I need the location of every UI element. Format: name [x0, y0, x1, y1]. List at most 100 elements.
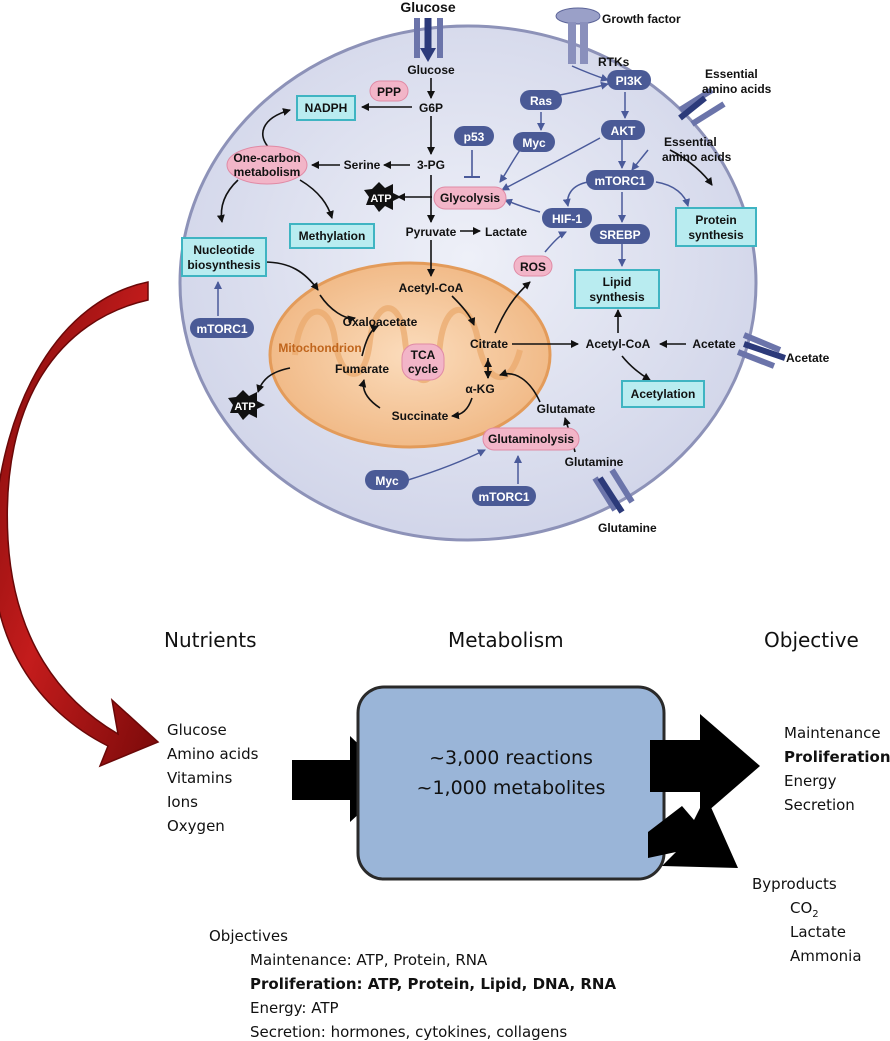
svg-text:Methylation: Methylation	[299, 229, 366, 243]
svg-text:~1,000 metabolites: ~1,000 metabolites	[417, 777, 606, 799]
svg-text:Ras: Ras	[530, 94, 552, 108]
svg-text:metabolism: metabolism	[234, 165, 301, 179]
objectives-line-bold: Proliferation: ATP, Protein, Lipid, DNA,…	[250, 975, 616, 993]
pyruvate-label: Pyruvate	[406, 225, 457, 239]
svg-text:SREBP: SREBP	[599, 228, 640, 242]
objective-item-bold: Proliferation	[784, 748, 890, 766]
svg-text:Myc: Myc	[375, 474, 399, 488]
objective-heading: Objective	[764, 628, 859, 652]
srebp-node: SREBP	[590, 224, 650, 244]
mtorc1-node-left: mTORC1	[190, 318, 254, 338]
svg-text:One-carbon: One-carbon	[233, 151, 300, 165]
objective-item: Maintenance	[784, 724, 881, 742]
svg-text:Acetylation: Acetylation	[631, 387, 696, 401]
akg-label: α-KG	[465, 382, 494, 396]
svg-text:~3,000 reactions: ~3,000 reactions	[429, 747, 593, 769]
glycolysis-node: Glycolysis	[433, 186, 507, 210]
oxaloacetate-label: Oxaloacetate	[343, 315, 418, 329]
acetate-channel-icon	[736, 332, 786, 369]
byproducts-heading: Byproducts	[752, 875, 837, 893]
mitochondrion-label: Mitochondrion	[278, 341, 361, 355]
ess-aa-inside-line2: amino acids	[662, 150, 732, 164]
svg-text:synthesis: synthesis	[589, 290, 645, 304]
g6p-label: G6P	[419, 101, 443, 115]
glutamine-channel-icon	[592, 468, 635, 514]
byproduct-item: Ammonia	[790, 947, 862, 965]
metabolism-heading: Metabolism	[448, 628, 564, 652]
ros-node: ROS	[513, 255, 553, 277]
ess-aa-outside-line2: amino acids	[702, 82, 772, 96]
one-carbon-node: One-carbon metabolism	[226, 145, 308, 185]
atp-star-icon-bottom: ATP	[228, 390, 265, 420]
byproduct-arrow	[648, 796, 738, 868]
ess-aa-outside-line1: Essential	[705, 67, 758, 81]
objectives-line: Secretion: hormones, cytokines, collagen…	[250, 1023, 567, 1041]
acetate-label: Acetate	[692, 337, 736, 351]
glucose-label: Glucose	[407, 63, 455, 77]
glucose-channel-icon	[414, 18, 443, 62]
svg-text:Glutaminolysis: Glutaminolysis	[488, 432, 574, 446]
svg-text:mTORC1: mTORC1	[196, 322, 247, 336]
glutamate-label: Glutamate	[537, 402, 596, 416]
succinate-label: Succinate	[392, 409, 449, 423]
glucose-input-label: Glucose	[400, 0, 455, 15]
nutrient-item: Glucose	[167, 721, 227, 739]
svg-text:p53: p53	[464, 130, 485, 144]
svg-text:mTORC1: mTORC1	[594, 174, 645, 188]
signaling-arrows	[214, 65, 691, 484]
methylation-box: Methylation	[289, 223, 375, 249]
mtorc1-node-bottom: mTORC1	[472, 486, 536, 506]
objectives-line: Maintenance: ATP, Protein, RNA	[250, 951, 488, 969]
acetyl-coa-cyto-label: Acetyl-CoA	[586, 337, 651, 351]
byproduct-co2: CO2	[790, 899, 819, 920]
objective-arrow	[650, 714, 760, 818]
lactate-label: Lactate	[485, 225, 527, 239]
pi3k-node: PI3K	[607, 70, 651, 90]
lipid-synthesis-box: Lipid synthesis	[574, 269, 660, 309]
acetylation-box: Acetylation	[621, 380, 705, 408]
svg-text:AKT: AKT	[611, 124, 636, 138]
nutrient-item: Oxygen	[167, 817, 225, 835]
ras-node: Ras	[520, 90, 562, 110]
myc-node-top: Myc	[513, 132, 555, 152]
nucleotide-biosynthesis-box: Nucleotide biosynthesis	[181, 237, 267, 277]
svg-text:Protein: Protein	[695, 213, 736, 227]
objective-item: Secretion	[784, 796, 855, 814]
glutamine-outside-label: Glutamine	[598, 521, 657, 535]
svg-text:Glycolysis: Glycolysis	[440, 191, 500, 205]
acetate-outside-label: Acetate	[786, 351, 830, 365]
glutaminolysis-node: Glutaminolysis	[482, 427, 580, 451]
myc-node-bottom: Myc	[365, 470, 409, 490]
metabolism-box: ~3,000 reactions ~1,000 metabolites	[356, 685, 666, 881]
svg-text:cycle: cycle	[408, 362, 438, 376]
serine-label: Serine	[344, 158, 381, 172]
nutrients-heading: Nutrients	[164, 628, 257, 652]
svg-text:ROS: ROS	[520, 260, 546, 274]
svg-text:Nucleotide: Nucleotide	[193, 243, 255, 257]
hif1-node: HIF-1	[542, 208, 592, 228]
protein-synthesis-box: Protein synthesis	[675, 207, 757, 247]
svg-text:biosynthesis: biosynthesis	[187, 258, 261, 272]
p53-node: p53	[454, 126, 494, 146]
svg-text:TCA: TCA	[411, 348, 436, 362]
fumarate-label: Fumarate	[335, 362, 389, 376]
objectives-block-title: Objectives	[209, 927, 288, 945]
ess-aa-inside-line1: Essential	[664, 135, 717, 149]
acetyl-coa-mito-label: Acetyl-CoA	[399, 281, 464, 295]
nutrient-item: Vitamins	[167, 769, 232, 787]
svg-text:PI3K: PI3K	[616, 74, 643, 88]
3pg-label: 3-PG	[417, 158, 445, 172]
objective-item: Energy	[784, 772, 837, 790]
svg-text:ATP: ATP	[370, 193, 391, 205]
glutamine-label: Glutamine	[565, 455, 624, 469]
mtorc1-node-main: mTORC1	[586, 170, 654, 190]
nadph-box: NADPH	[296, 95, 356, 121]
nutrient-item: Amino acids	[167, 745, 259, 763]
tca-cycle-node: TCA cycle	[401, 343, 445, 381]
svg-text:HIF-1: HIF-1	[552, 212, 582, 226]
svg-text:synthesis: synthesis	[688, 228, 744, 242]
svg-text:ATP: ATP	[234, 401, 255, 413]
growth-factor-receptor-icon	[555, 7, 601, 64]
amino-acid-channel-icon	[678, 87, 726, 127]
